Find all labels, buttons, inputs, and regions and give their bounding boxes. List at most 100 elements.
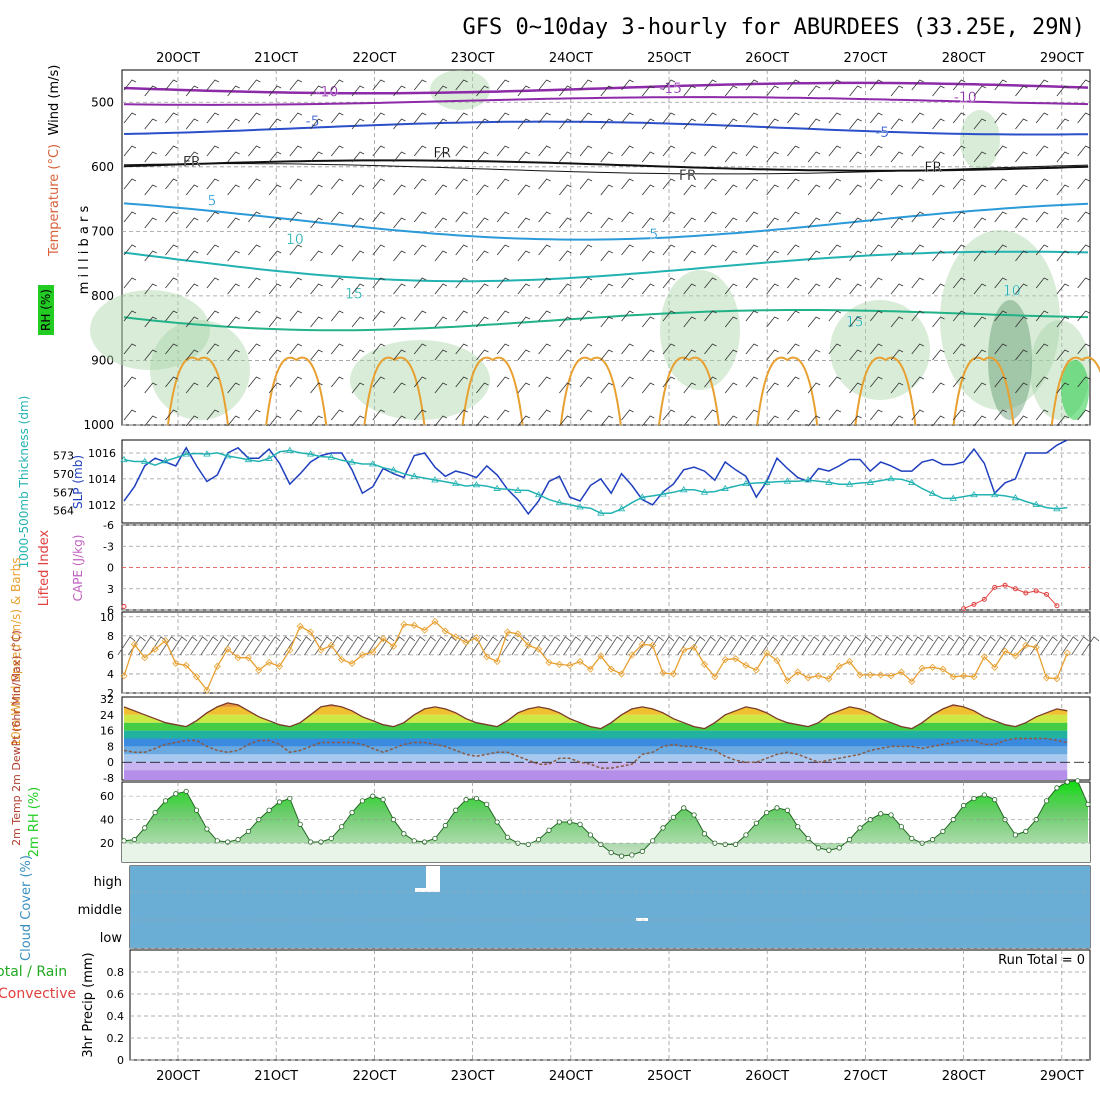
- wind-barb: [994, 211, 1007, 223]
- wind-barb: [517, 217, 531, 229]
- wind-barb: [724, 118, 738, 130]
- wind-barb: [952, 112, 966, 124]
- thickness-point: [1011, 494, 1020, 501]
- wind10m-barb: [490, 636, 509, 656]
- isotherm-minus10: [123, 96, 1089, 106]
- wind-barb: [165, 112, 178, 124]
- wind-speed-line: [123, 620, 1068, 692]
- rh-point: [836, 845, 842, 851]
- wind-speed-point: [669, 670, 677, 678]
- wind-barb: [724, 316, 738, 328]
- wind-barb: [206, 244, 220, 256]
- precip-legend-total: Total / Rain: [0, 964, 67, 980]
- wind10m-barb: [667, 636, 685, 656]
- wind-speed-point: [307, 628, 315, 636]
- wind-speed-point: [980, 653, 988, 661]
- wind10m-barb: [749, 636, 768, 656]
- wind-barb: [434, 217, 448, 229]
- wind-barb: [268, 250, 282, 262]
- wind-barb: [310, 316, 323, 328]
- wind-barb: [807, 85, 821, 97]
- wind-barb: [496, 343, 510, 355]
- wind10m-barb: [615, 636, 633, 656]
- wind-barb: [310, 250, 323, 262]
- wind-speed-point: [275, 662, 284, 670]
- rh-shading: [150, 320, 250, 420]
- rh-point: [639, 848, 645, 855]
- wind10m-barb: [936, 636, 955, 656]
- thickness-point: [327, 453, 336, 460]
- wind-barb: [476, 85, 489, 97]
- wind-barb: [621, 409, 634, 421]
- rh-point: [898, 824, 905, 830]
- wind-barb: [766, 349, 779, 361]
- isotherm-20: [167, 356, 229, 426]
- wind-speed-point: [773, 657, 781, 665]
- wind-barb: [1035, 376, 1049, 388]
- wind-speed-point: [918, 664, 926, 672]
- wind10m-barb: [324, 636, 343, 656]
- wind-barb: [911, 343, 924, 355]
- wind-barb: [289, 343, 303, 355]
- wind-barb: [248, 178, 261, 190]
- precip-tick: 0.2: [107, 1032, 125, 1045]
- wind-barb: [517, 283, 531, 295]
- wind-barb: [600, 184, 613, 196]
- temperature-band: [124, 754, 1068, 763]
- precip-tick: 0.6: [107, 988, 125, 1001]
- wind-barb: [932, 415, 945, 427]
- wind-speed-point: [410, 621, 418, 629]
- isotherm-label: -5: [875, 125, 889, 141]
- wind-barb: [123, 244, 137, 256]
- wind-barb: [1015, 382, 1028, 394]
- wind-barb: [248, 343, 261, 355]
- wind-speed-point: [369, 648, 377, 656]
- cape-axis-label: CAPE (J/kg): [71, 535, 85, 602]
- wind-barb: [144, 184, 157, 196]
- wind10m-barb: [521, 636, 540, 656]
- wind-barb: [413, 376, 427, 388]
- wind10m-barb: [708, 636, 727, 656]
- wind-barb: [372, 79, 385, 91]
- wind-barb: [248, 310, 261, 322]
- wind-barb: [393, 283, 406, 295]
- wind-barb: [310, 217, 323, 229]
- wind-barb: [144, 85, 157, 97]
- rh-line: [123, 780, 1089, 857]
- wind-barb: [559, 151, 572, 163]
- wind-barb: [724, 349, 738, 361]
- temp-axis-text: 2m Temp 2m DewPt (6hr Min/Max) (°C): [10, 630, 23, 846]
- wind-speed-point: [192, 673, 201, 681]
- wind-barb: [476, 283, 489, 295]
- isotherm-label: 15: [846, 315, 864, 331]
- wind-barb: [330, 178, 344, 190]
- thickness-point: [866, 478, 875, 485]
- wind-barb: [932, 85, 945, 97]
- wind-barb: [413, 211, 427, 223]
- wind-barb: [476, 415, 489, 427]
- wind-barb: [704, 145, 717, 157]
- wind10m-barb: [439, 636, 457, 656]
- rh-point: [805, 835, 811, 842]
- rh-point: [909, 835, 915, 842]
- wind-barb: [517, 415, 531, 427]
- wind-barb: [600, 217, 613, 229]
- precip-axis-text: 3hr Precip (mm): [81, 952, 96, 1057]
- thickness-point: [472, 481, 481, 488]
- cloud-tick: middle: [78, 903, 122, 918]
- wind-barb: [807, 283, 821, 295]
- rh-point: [453, 807, 459, 813]
- thickness-point: [908, 478, 916, 485]
- wind-barb: [123, 211, 137, 223]
- rh-point: [1012, 832, 1019, 838]
- lifted-index-point: [992, 584, 998, 590]
- wind10m-barb: [656, 636, 675, 656]
- li-tick: -3: [103, 540, 114, 553]
- rh-point: [307, 839, 314, 845]
- wind-barb: [227, 415, 240, 427]
- wind-barb: [330, 211, 344, 223]
- rh-point: [318, 839, 324, 845]
- wind-barb: [476, 118, 489, 130]
- thickness-point: [182, 450, 190, 457]
